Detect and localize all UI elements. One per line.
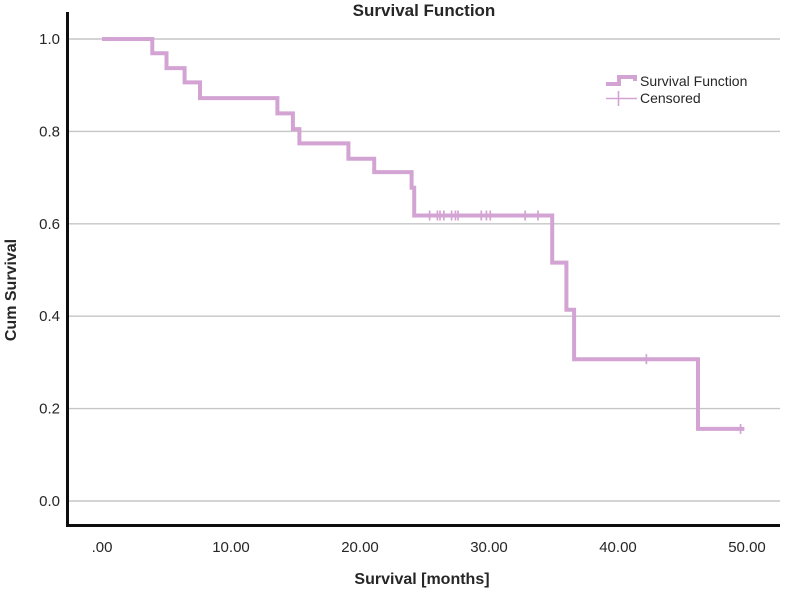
x-tick-label: 50.00 <box>728 539 766 556</box>
x-axis-label: Survival [months] <box>354 571 489 588</box>
legend: Survival Function Censored <box>606 73 747 106</box>
gridlines <box>68 38 780 502</box>
y-tick-label: 0.2 <box>39 401 60 418</box>
legend-label-censored: Censored <box>640 90 701 106</box>
y-axis-label: Cum Survival <box>3 239 20 341</box>
x-tick-label: 40.00 <box>599 539 637 556</box>
legend-label-survival-function: Survival Function <box>640 73 747 89</box>
plus-icon <box>606 91 637 106</box>
x-axis-tick-labels: .00 10.00 20.00 30.00 40.00 50.00 <box>92 539 766 556</box>
y-tick-label: 0.0 <box>39 493 60 510</box>
x-tick-label: 30.00 <box>470 539 508 556</box>
step-line-icon <box>606 75 637 86</box>
x-tick-label: 20.00 <box>341 539 379 556</box>
survival-step-curve <box>102 37 745 431</box>
x-tick-label: .00 <box>92 539 113 556</box>
y-tick-label: 0.8 <box>39 123 60 140</box>
y-axis-tick-labels: 0.0 0.2 0.4 0.6 0.8 1.0 <box>39 31 60 510</box>
censored-tick-marks <box>428 210 742 434</box>
chart-title: Survival Function <box>353 1 496 20</box>
x-tick-label: 10.00 <box>212 539 250 556</box>
y-tick-label: 0.6 <box>39 216 60 233</box>
y-tick-label: 1.0 <box>39 31 60 48</box>
y-tick-label: 0.4 <box>39 308 60 325</box>
